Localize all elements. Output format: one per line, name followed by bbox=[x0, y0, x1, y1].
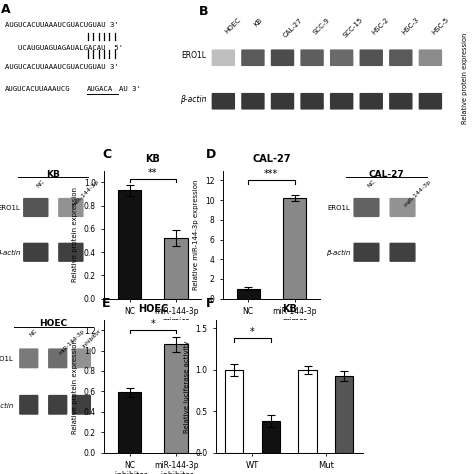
Text: miR-144-3p: miR-144-3p bbox=[402, 179, 432, 208]
Text: ERO1L: ERO1L bbox=[0, 356, 13, 362]
Text: HSC-5: HSC-5 bbox=[430, 17, 450, 36]
FancyBboxPatch shape bbox=[58, 243, 83, 262]
Bar bbox=[283, 198, 306, 299]
Text: UCAUGUAGUAGAUALGACAU  5': UCAUGUAGUAGAUALGACAU 5' bbox=[18, 45, 123, 51]
Text: β-actin: β-actin bbox=[180, 95, 206, 104]
Y-axis label: Relative miR-144-3p expression: Relative miR-144-3p expression bbox=[193, 179, 199, 290]
Y-axis label: Relative protein expression: Relative protein expression bbox=[72, 339, 78, 434]
FancyBboxPatch shape bbox=[241, 49, 264, 66]
Title: CAL-27: CAL-27 bbox=[252, 155, 291, 164]
FancyBboxPatch shape bbox=[419, 93, 442, 109]
Text: **: ** bbox=[148, 168, 158, 178]
Text: miR-144-3p: miR-144-3p bbox=[71, 179, 100, 208]
Text: ERO1L: ERO1L bbox=[181, 51, 206, 60]
Bar bbox=[164, 238, 188, 299]
Text: *: * bbox=[150, 319, 155, 329]
FancyBboxPatch shape bbox=[419, 49, 442, 66]
Text: NC: NC bbox=[366, 179, 376, 189]
Text: HOEC: HOEC bbox=[39, 319, 67, 328]
Text: HSC-2: HSC-2 bbox=[371, 17, 391, 36]
Text: *: * bbox=[250, 327, 255, 337]
FancyBboxPatch shape bbox=[58, 198, 83, 217]
Bar bbox=[298, 370, 317, 453]
Text: β-actin: β-actin bbox=[326, 250, 350, 256]
FancyBboxPatch shape bbox=[301, 93, 324, 109]
Bar bbox=[237, 289, 260, 299]
Text: AUGUCACUUAAAUCGUACUGUAU 3': AUGUCACUUAAAUCGUACUGUAU 3' bbox=[5, 64, 118, 70]
Text: F: F bbox=[206, 297, 215, 310]
FancyBboxPatch shape bbox=[330, 49, 353, 66]
FancyBboxPatch shape bbox=[354, 243, 380, 262]
FancyBboxPatch shape bbox=[389, 49, 412, 66]
Bar bbox=[118, 191, 141, 299]
FancyBboxPatch shape bbox=[389, 93, 412, 109]
FancyBboxPatch shape bbox=[390, 243, 416, 262]
Text: A: A bbox=[1, 3, 10, 16]
Bar bbox=[225, 370, 243, 453]
Text: miR-144-3p: miR-144-3p bbox=[58, 328, 85, 356]
FancyBboxPatch shape bbox=[19, 348, 38, 368]
Text: inhibitor: inhibitor bbox=[82, 328, 102, 349]
Text: SCC-15: SCC-15 bbox=[342, 17, 364, 39]
Text: AUGUCACUUAAAUCGUACUGUAU 3': AUGUCACUUAAAUCGUACUGUAU 3' bbox=[5, 22, 118, 28]
Bar bbox=[262, 421, 280, 453]
FancyBboxPatch shape bbox=[359, 49, 383, 66]
Text: AUGUCACUUAAAUCG: AUGUCACUUAAAUCG bbox=[5, 86, 70, 92]
Title: KB: KB bbox=[282, 304, 297, 314]
FancyBboxPatch shape bbox=[271, 49, 294, 66]
Y-axis label: Relative protein expression: Relative protein expression bbox=[72, 187, 78, 282]
Text: HSC-3: HSC-3 bbox=[401, 17, 420, 36]
Text: CAL-27: CAL-27 bbox=[283, 17, 304, 38]
Bar bbox=[164, 345, 188, 453]
Text: ***: *** bbox=[264, 170, 279, 180]
Y-axis label: Relative luciferase activity: Relative luciferase activity bbox=[183, 340, 190, 433]
FancyBboxPatch shape bbox=[23, 243, 48, 262]
Text: CAL-27: CAL-27 bbox=[368, 170, 404, 179]
Text: NC: NC bbox=[36, 179, 46, 189]
FancyBboxPatch shape bbox=[211, 49, 235, 66]
Text: AU 3': AU 3' bbox=[119, 86, 141, 92]
Bar bbox=[335, 376, 354, 453]
FancyBboxPatch shape bbox=[211, 93, 235, 109]
Text: KB: KB bbox=[253, 17, 264, 27]
Text: SCC-9: SCC-9 bbox=[312, 17, 331, 36]
Text: Relative protein expression: Relative protein expression bbox=[463, 33, 468, 124]
Title: HOEC: HOEC bbox=[138, 304, 168, 314]
Text: AUGACA: AUGACA bbox=[87, 86, 113, 92]
Text: HOEC: HOEC bbox=[223, 17, 242, 35]
FancyBboxPatch shape bbox=[359, 93, 383, 109]
Text: B: B bbox=[199, 5, 209, 18]
FancyBboxPatch shape bbox=[48, 348, 67, 368]
FancyBboxPatch shape bbox=[390, 198, 416, 217]
FancyBboxPatch shape bbox=[72, 348, 91, 368]
FancyBboxPatch shape bbox=[271, 93, 294, 109]
FancyBboxPatch shape bbox=[241, 93, 264, 109]
FancyBboxPatch shape bbox=[48, 395, 67, 415]
Text: β-actin: β-actin bbox=[0, 402, 13, 409]
Text: NC: NC bbox=[29, 328, 38, 338]
Text: KB: KB bbox=[46, 170, 60, 179]
Text: β-actin: β-actin bbox=[0, 250, 20, 256]
FancyBboxPatch shape bbox=[354, 198, 380, 217]
Text: ERO1L: ERO1L bbox=[328, 205, 350, 211]
FancyBboxPatch shape bbox=[19, 395, 38, 415]
Bar bbox=[118, 392, 141, 453]
FancyBboxPatch shape bbox=[330, 93, 353, 109]
Text: D: D bbox=[206, 147, 217, 161]
FancyBboxPatch shape bbox=[301, 49, 324, 66]
Text: ERO1L: ERO1L bbox=[0, 205, 20, 211]
Text: C: C bbox=[102, 147, 111, 161]
FancyBboxPatch shape bbox=[72, 395, 91, 415]
FancyBboxPatch shape bbox=[23, 198, 48, 217]
Title: KB: KB bbox=[146, 155, 160, 164]
Text: E: E bbox=[102, 297, 110, 310]
